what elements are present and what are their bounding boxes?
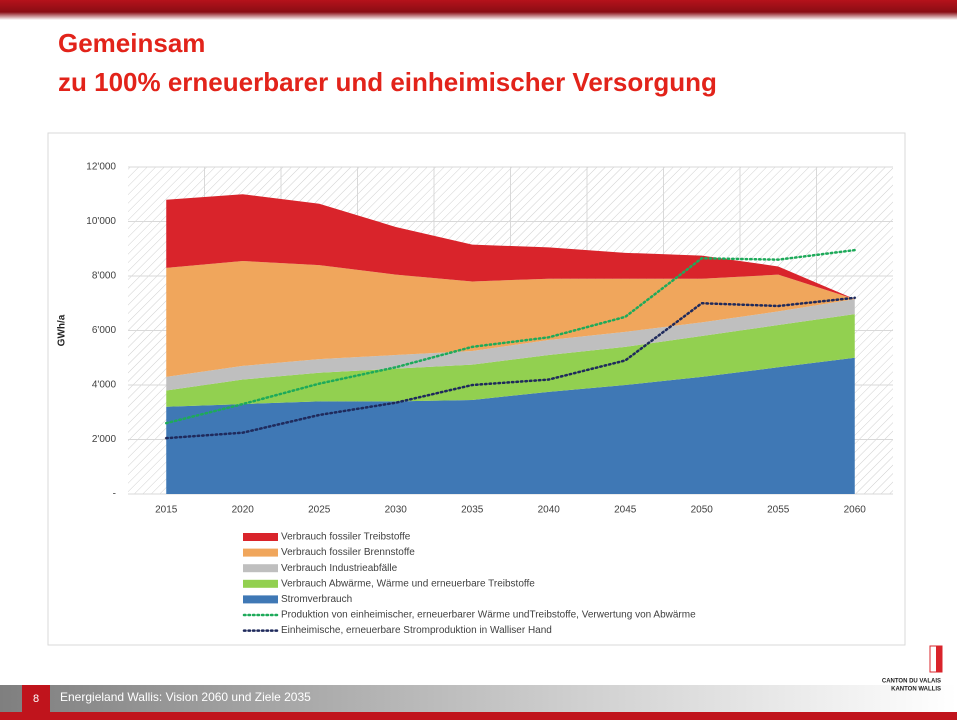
legend-label: Verbrauch Industrieabfälle — [281, 563, 398, 574]
x-tick-label: 2050 — [691, 505, 714, 516]
legend-swatch — [243, 548, 278, 557]
footer-bar — [0, 685, 957, 712]
x-tick-label: 2015 — [155, 505, 178, 516]
chart: - 2'000 4'000 6'000 8'000 10'000 12'000 2015 202… — [57, 162, 893, 636]
y-tick-label: 2'000 — [92, 434, 117, 445]
area — [166, 357, 855, 494]
legend-label: Verbrauch fossiler Treibstoffe — [281, 532, 411, 543]
x-tick-label: 2025 — [308, 505, 331, 516]
y-tick-label: 6'000 — [92, 325, 117, 336]
legend-swatch — [243, 564, 278, 573]
legend-swatch — [243, 579, 278, 588]
area — [166, 314, 855, 407]
line — [165, 296, 856, 440]
legend-swatch — [243, 533, 278, 541]
slide-title: zu 100% erneuerbarer und einheimischer V… — [58, 67, 717, 97]
y-tick-label: 8'000 — [92, 271, 117, 282]
y-axis-label: GWh/a — [57, 314, 68, 346]
top-bar — [0, 0, 957, 20]
area — [166, 261, 855, 377]
y-tick-label: - — [113, 489, 116, 500]
y-tick-label: 10'000 — [86, 216, 116, 227]
footer-text: Energieland Wallis: Vision 2060 und Ziel… — [60, 690, 311, 704]
logo-text: CANTON DU VALAIS — [882, 679, 941, 685]
x-tick-label: 2030 — [385, 505, 408, 516]
x-tick-label: 2035 — [461, 505, 484, 516]
y-tick-label: 4'000 — [92, 380, 117, 391]
line — [165, 248, 856, 425]
logo-text: KANTON WALLIS — [891, 687, 941, 693]
x-tick-label: 2060 — [844, 505, 867, 516]
x-tick-label: 2055 — [767, 505, 790, 516]
legend-label: Verbrauch Abwärme, Wärme und erneuerbare… — [281, 578, 535, 589]
area — [166, 299, 855, 391]
y-tick-label: 12'000 — [86, 162, 116, 173]
page-box — [22, 685, 50, 712]
logo-mark — [929, 645, 943, 673]
legend-swatch — [243, 595, 278, 604]
legend-label: Produktion von einheimischer, erneuerbar… — [281, 610, 696, 621]
legend-label: Stromverbrauch — [281, 594, 352, 605]
x-tick-label: 2045 — [614, 505, 637, 516]
legend-label: Verbrauch fossiler Brennstoffe — [281, 547, 415, 558]
x-tick-label: 2040 — [538, 505, 561, 516]
bottom-bar — [0, 712, 957, 720]
page-number: 8 — [33, 693, 39, 705]
slide-title: Gemeinsam — [58, 28, 205, 58]
legend-label: Einheimische, erneuerbare Stromproduktio… — [281, 625, 552, 636]
x-tick-label: 2020 — [232, 505, 255, 516]
